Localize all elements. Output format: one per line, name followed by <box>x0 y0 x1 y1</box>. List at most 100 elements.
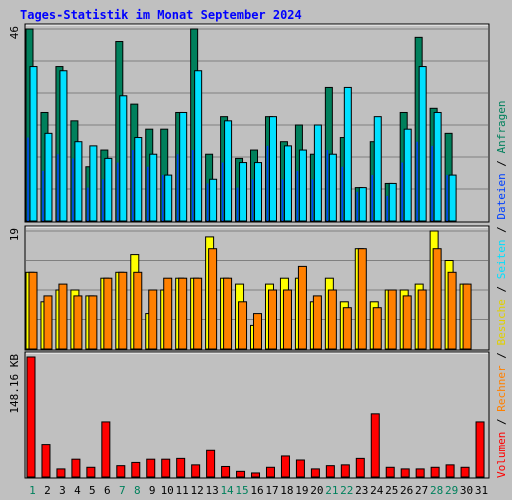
pages-bar <box>224 120 233 222</box>
sites-bar <box>462 283 472 350</box>
x-tick-label: 26 <box>400 484 413 497</box>
x-tick-label: 1 <box>29 484 36 497</box>
sites-bar <box>178 277 188 350</box>
kbytes-bar <box>475 421 485 478</box>
sites-bar <box>148 289 158 350</box>
legend-separator: / <box>495 153 508 173</box>
legend-entry-sites: Rechner <box>495 365 508 412</box>
kbytes-bar <box>310 468 320 478</box>
pages-bar <box>89 145 98 222</box>
sites-bar <box>432 248 442 350</box>
x-tick-label: 4 <box>74 484 81 497</box>
sites-bar <box>208 248 218 350</box>
pages-bar <box>119 95 128 222</box>
legend-entry-kbytes: Volumen <box>495 432 508 478</box>
kbytes-bar <box>251 472 261 478</box>
legend-separator: / <box>495 220 508 240</box>
pages-bar <box>433 111 442 222</box>
pages-bar <box>283 145 292 222</box>
pages-bar <box>194 70 203 222</box>
kbytes-bar <box>161 458 171 478</box>
sites-bar <box>133 271 143 350</box>
kbytes-bar <box>26 356 36 478</box>
x-tick-label: 2 <box>44 484 51 497</box>
x-tick-label: 29 <box>445 484 458 497</box>
kbytes-bar <box>400 468 410 478</box>
pages-bar <box>328 153 337 222</box>
sites-bar <box>163 277 173 350</box>
sites-bar <box>73 295 83 350</box>
pages-bar <box>149 153 158 222</box>
x-tick-label: 10 <box>161 484 174 497</box>
sites-bar <box>43 295 53 350</box>
x-tick-label: 27 <box>415 484 428 497</box>
x-tick-label: 22 <box>340 484 353 497</box>
x-tick-label: 3 <box>59 484 66 497</box>
kbytes-bar <box>71 458 81 478</box>
x-tick-label: 7 <box>119 484 126 497</box>
sites-bar <box>372 307 382 350</box>
pages-bar <box>268 116 277 222</box>
kbytes-bar <box>385 466 395 478</box>
kbytes-bar <box>355 457 365 478</box>
sites-bar <box>282 289 292 350</box>
kbytes-bar <box>41 444 51 478</box>
x-tick-label: 20 <box>310 484 323 497</box>
sites-bar <box>402 295 412 350</box>
sites-bar <box>327 289 337 350</box>
kbytes-bar <box>265 466 275 478</box>
pages-bar <box>254 162 263 222</box>
x-tick-label: 8 <box>134 484 141 497</box>
sites-bar <box>417 289 427 350</box>
pages-bar <box>343 86 352 222</box>
hits-max-label: 46 <box>8 26 21 39</box>
kbytes-bar <box>101 421 111 478</box>
pages-bar <box>74 141 83 222</box>
legend-separator: / <box>495 412 508 432</box>
x-tick-label: 31 <box>475 484 488 497</box>
kbytes-bar <box>325 465 335 478</box>
pages-bar <box>448 174 457 222</box>
x-tick-label: 5 <box>89 484 96 497</box>
legend: Volumen / Rechner / Besuche / Seiten / D… <box>495 100 508 478</box>
kbytes-bar <box>191 464 201 478</box>
pages-bar <box>104 157 113 222</box>
kbytes-bar <box>430 466 440 478</box>
pages-bar <box>313 124 322 222</box>
kbytes-bar <box>131 461 141 478</box>
visits-max-label: 19 <box>8 228 21 241</box>
kbytes-bar <box>236 470 246 478</box>
sites-bar <box>312 295 322 350</box>
pages-bar <box>29 66 38 222</box>
pages-bar <box>373 116 382 222</box>
kbytes-bar <box>460 466 470 478</box>
kbytes-bar <box>116 465 126 478</box>
kbytes-bar <box>221 465 231 478</box>
sites-bar <box>267 289 277 350</box>
x-tick-label: 17 <box>265 484 278 497</box>
kbytes-bar <box>415 468 425 478</box>
pages-bar <box>239 162 248 222</box>
kbytes-panel-frame <box>24 351 490 479</box>
pages-bar <box>134 137 143 222</box>
x-tick-label: 16 <box>250 484 263 497</box>
sites-bar <box>342 307 352 350</box>
kbytes-bar <box>56 468 66 478</box>
sites-bar <box>118 271 128 350</box>
x-tick-label: 6 <box>104 484 111 497</box>
sites-bar <box>447 271 457 350</box>
kbytes-bar <box>146 458 156 478</box>
sites-bar <box>88 295 98 350</box>
x-tick-label: 12 <box>191 484 204 497</box>
kbytes-bar <box>295 459 305 478</box>
sites-bar <box>297 265 307 350</box>
x-tick-label: 24 <box>370 484 384 497</box>
sites-bar <box>357 248 367 350</box>
x-tick-label: 23 <box>355 484 368 497</box>
x-tick-label: 30 <box>460 484 473 497</box>
sites-bar <box>253 313 263 350</box>
pages-bar <box>418 66 427 222</box>
x-tick-label: 13 <box>205 484 218 497</box>
